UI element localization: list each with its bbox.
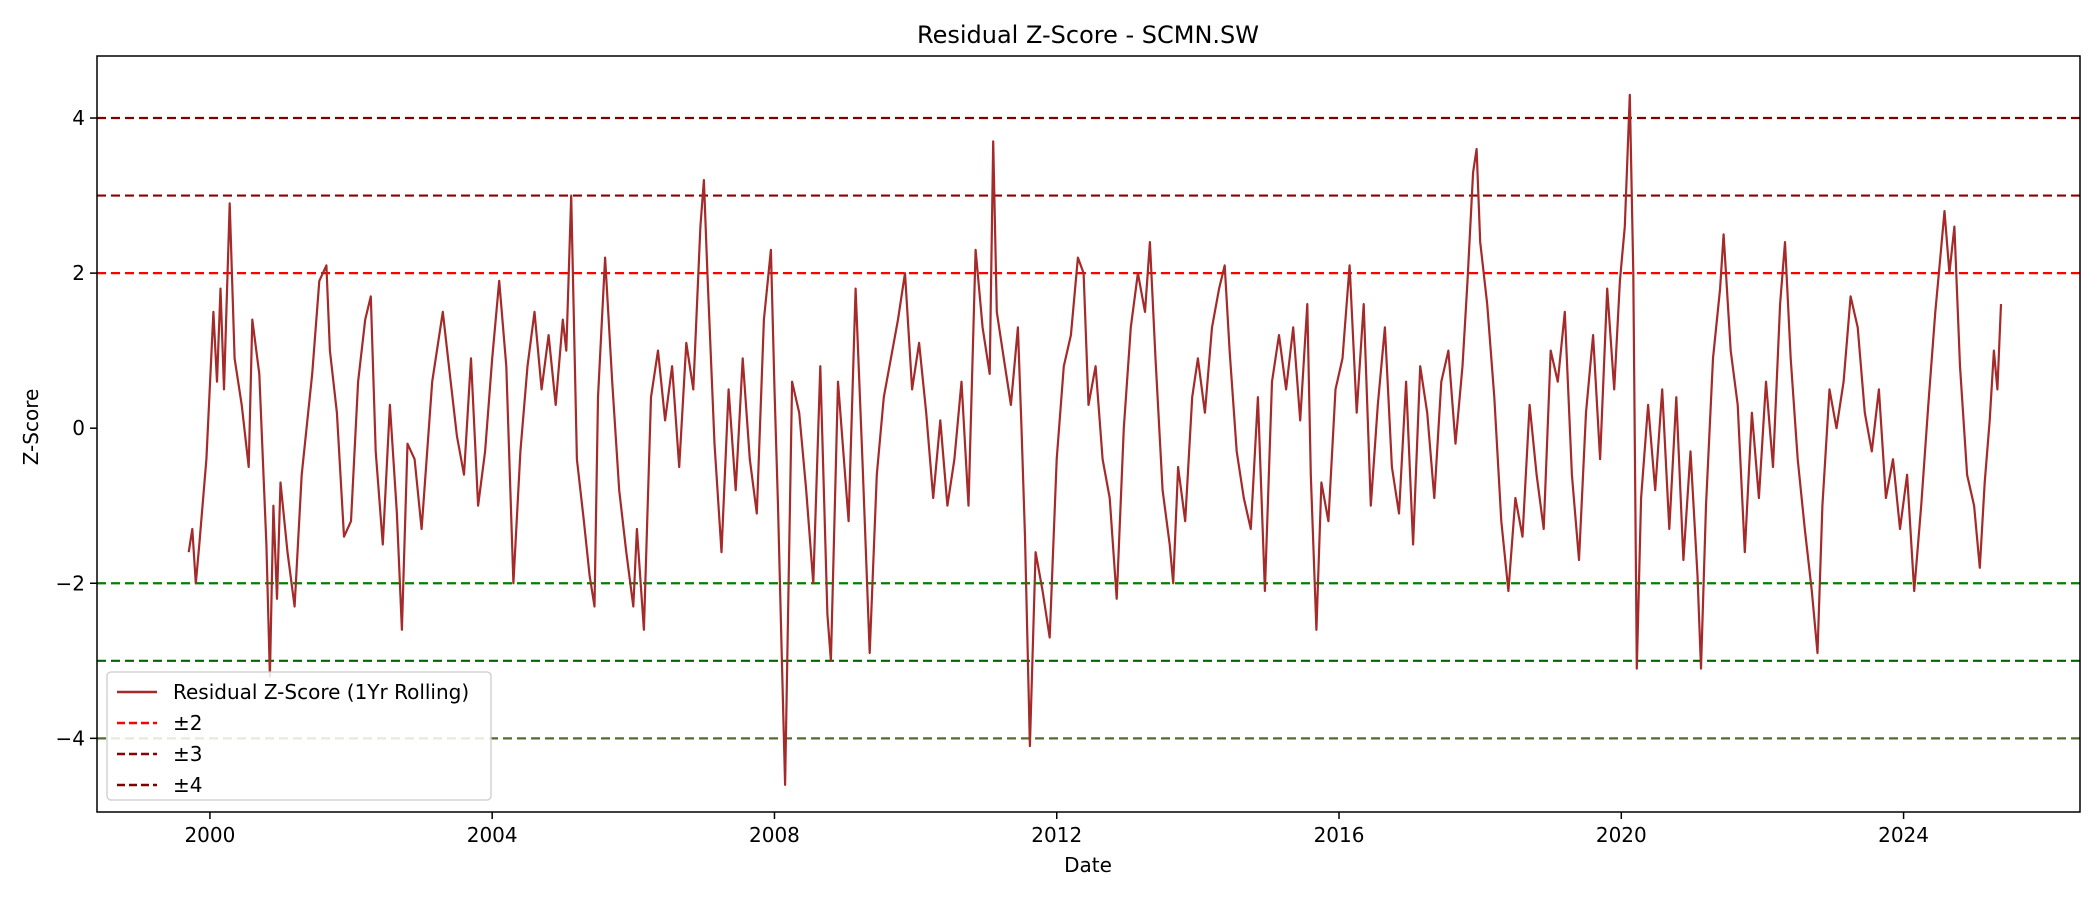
series-line-0: [187, 93, 2003, 786]
y-tick-label: −4: [56, 726, 85, 750]
x-tick-label: 2004: [467, 823, 518, 847]
x-tick-label: 2012: [1031, 823, 1082, 847]
series-lines: [187, 93, 2003, 786]
x-tick-label: 2000: [184, 823, 235, 847]
y-axis-title: Z-Score: [19, 389, 43, 466]
legend-label-0: Residual Z-Score (1Yr Rolling): [173, 680, 469, 704]
x-tick-label: 2024: [1878, 823, 1929, 847]
legend-label-1: ±2: [173, 711, 202, 735]
legend-label-2: ±3: [173, 742, 202, 766]
x-tick-label: 2016: [1314, 823, 1365, 847]
legend: Residual Z-Score (1Yr Rolling) ±2 ±3 ±4: [106, 671, 492, 801]
x-tick-label: 2020: [1596, 823, 1647, 847]
plot-area-frame: [96, 55, 2081, 813]
x-axis-title: Date: [1064, 853, 1112, 877]
y-tick-label: 0: [72, 416, 85, 440]
y-tick-label: 2: [72, 261, 85, 285]
y-axis-ticks: −4 −2 0 2 4: [56, 106, 97, 750]
x-axis-ticks: 2000 2004 2008 2012 2016 2020 2024: [184, 812, 1929, 847]
y-tick-label: 4: [72, 106, 85, 130]
x-tick-label: 2008: [749, 823, 800, 847]
legend-box: [106, 671, 492, 801]
legend-label-3: ±4: [173, 773, 202, 797]
y-tick-label: −2: [56, 571, 85, 595]
chart-title: Residual Z-Score - SCMN.SW: [917, 21, 1259, 49]
